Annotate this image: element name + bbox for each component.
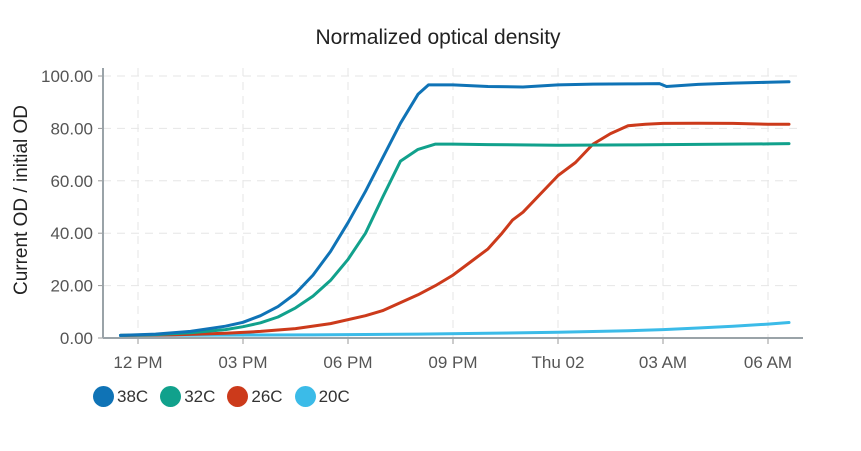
y-tick-label: 60.00 <box>50 172 93 191</box>
legend-label: 20C <box>318 386 350 406</box>
legend-swatch <box>93 386 114 407</box>
series-line-32C <box>119 142 791 337</box>
legend-swatch <box>294 386 316 407</box>
x-tick-label: 03 PM <box>218 353 267 372</box>
y-axis-title: Current OD / initial OD <box>11 105 32 295</box>
y-tick-label: 0.00 <box>60 329 93 348</box>
legend-label: 32C <box>184 386 216 406</box>
chart-title: Normalized optical density <box>315 26 561 49</box>
legend-item-26C[interactable]: 26C <box>227 386 283 407</box>
legend-label: 26C <box>251 386 283 406</box>
legend-item-38C[interactable]: 38C <box>93 386 148 407</box>
y-tick-label: 100.00 <box>41 67 93 86</box>
legend-label: 38C <box>117 386 149 406</box>
x-tick-label: 03 AM <box>639 353 687 372</box>
x-tick-label: 06 AM <box>744 353 792 372</box>
legend-swatch <box>227 386 249 407</box>
legend-item-20C[interactable]: 20C <box>294 386 350 407</box>
x-tick-label: 06 PM <box>323 353 372 372</box>
axes-layer: 0.00 20.00 40.00 60.00 80.00 100.00 12 PM 03 PM… <box>41 67 803 372</box>
series-line-38C <box>119 80 791 337</box>
series-line-20C <box>119 321 791 337</box>
grid-layer <box>103 68 803 338</box>
legend-swatch <box>160 386 182 407</box>
x-tick-label: 12 PM <box>113 353 162 372</box>
legend: 38C 32C 26C 20C <box>93 386 350 407</box>
x-tick-label: Thu 02 <box>532 353 585 372</box>
y-tick-label: 80.00 <box>50 119 93 138</box>
legend-item-32C[interactable]: 32C <box>160 386 215 407</box>
y-tick-label: 40.00 <box>50 224 93 243</box>
series-layer <box>119 80 791 337</box>
series-line-26C <box>119 121 791 337</box>
x-tick-label: 09 PM <box>428 353 477 372</box>
y-tick-label: 20.00 <box>50 277 93 296</box>
